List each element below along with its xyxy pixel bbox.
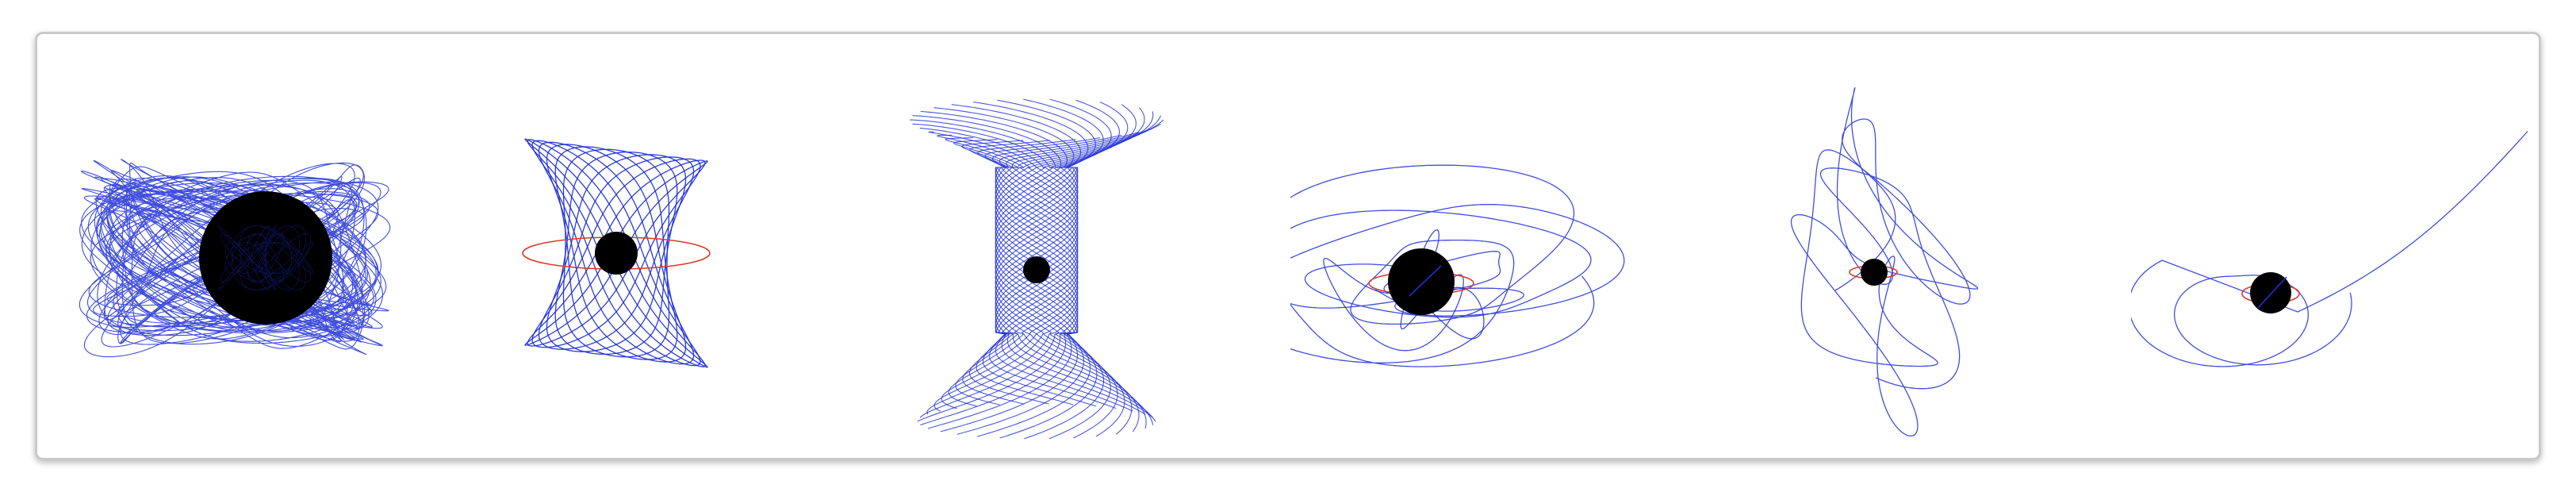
trajectory-path (527, 160, 706, 347)
trajectory-path (920, 99, 1096, 426)
trajectory-path (991, 134, 1133, 412)
panel-escape-orbit (2131, 34, 2539, 458)
trajectory-path (920, 110, 1091, 437)
trajectory-path (562, 148, 670, 358)
trajectory-path (524, 160, 708, 346)
trajectory-path (531, 158, 701, 348)
trajectory-path (546, 154, 687, 352)
trajectory-path (926, 99, 1120, 415)
trajectory-path (527, 139, 706, 367)
orbit-trajectory (524, 138, 708, 368)
trajectory-path (554, 146, 678, 360)
trajectory-path (2131, 131, 2528, 367)
trajectory-path (955, 111, 1154, 406)
trajectory-path (524, 138, 708, 368)
trajectory-path (941, 104, 1137, 409)
panel-spirograph-funnel-orbit (894, 34, 1195, 458)
trajectory-path (546, 144, 687, 363)
panel-dense-torus-orbit (69, 34, 410, 458)
orbit-trajectory-front (2257, 276, 2287, 309)
trajectory-path (927, 101, 1089, 429)
trajectory-path (919, 127, 1118, 439)
trajectory-path (1790, 87, 1979, 437)
trajectory-path (912, 123, 1111, 440)
trajectory-path (969, 140, 1156, 422)
trajectory-path (1323, 229, 1485, 352)
orbit-trajectory (1790, 87, 1979, 437)
panel-hourglass-orbit (489, 34, 791, 458)
panel-1-canvas (79, 159, 391, 358)
orbit-trajectory (79, 159, 391, 358)
trajectory-path (912, 115, 1098, 439)
orbit-trajectory (2131, 131, 2528, 367)
orbit-trajectory-front (218, 225, 313, 290)
black-hole (1388, 248, 1455, 315)
black-hole (1023, 256, 1050, 283)
figure-frame (35, 32, 2541, 460)
trajectory-path (953, 139, 1147, 429)
trajectory-path (919, 98, 1112, 418)
trajectory-path (79, 159, 391, 358)
trajectory-path (976, 123, 1161, 406)
trajectory-path (1290, 164, 1625, 367)
trajectory-path (909, 119, 1105, 440)
trajectory-path (982, 128, 1153, 407)
panel-2-canvas (522, 138, 711, 368)
orbit-trajectory (1290, 164, 1625, 367)
black-hole (595, 232, 638, 275)
trajectory-path (940, 104, 1082, 432)
trajectory-path (968, 119, 1164, 405)
trajectory-path (933, 102, 1129, 412)
panel-4-canvas (1290, 164, 1625, 367)
orbit-trajectory (909, 98, 1164, 440)
panel-5-canvas (1790, 87, 1979, 437)
orbit-trajectory-front (1409, 265, 1442, 297)
trajectory-path (917, 98, 1104, 422)
trajectory-path (928, 131, 1125, 437)
trajectory-path (554, 152, 678, 355)
trajectory-path (933, 107, 1084, 435)
trajectory-path (538, 141, 695, 365)
trajectory-path (538, 156, 695, 350)
trajectory-path (962, 115, 1161, 405)
panel-3-canvas (909, 98, 1164, 440)
trajectory-path (218, 225, 313, 290)
black-hole (1861, 259, 1888, 286)
trajectory-path (984, 136, 1146, 415)
panel-6-canvas (2131, 131, 2528, 367)
black-hole (199, 191, 332, 325)
panel-tall-chaotic-orbit (1766, 34, 2036, 458)
panel-chaotic-loop-orbit (1290, 34, 1671, 458)
trajectory-path (531, 140, 701, 367)
